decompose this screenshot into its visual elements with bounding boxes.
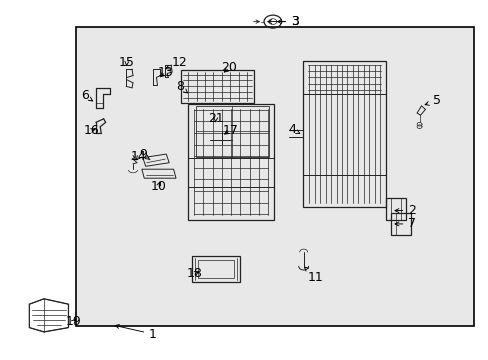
Text: 16: 16 (84, 124, 100, 137)
Text: 17: 17 (222, 124, 238, 137)
Text: 3: 3 (277, 15, 298, 28)
Text: 8: 8 (176, 80, 187, 93)
Text: 18: 18 (186, 267, 202, 280)
Text: 20: 20 (221, 61, 237, 74)
Text: 15: 15 (119, 56, 134, 69)
Text: 2: 2 (394, 204, 415, 217)
Text: 4: 4 (288, 123, 299, 136)
Text: 12: 12 (165, 56, 187, 69)
Text: 3: 3 (290, 15, 298, 28)
Text: 5: 5 (424, 94, 440, 107)
Text: 1: 1 (115, 324, 157, 341)
Bar (76, 27, 473, 326)
Text: 14: 14 (131, 150, 146, 163)
Text: 7: 7 (394, 217, 415, 230)
Text: 9: 9 (139, 148, 150, 161)
Text: 21: 21 (207, 112, 223, 125)
Text: 6: 6 (81, 89, 92, 102)
Text: 13: 13 (158, 66, 173, 78)
Text: 11: 11 (304, 267, 323, 284)
Text: 19: 19 (66, 315, 81, 328)
Text: 10: 10 (150, 180, 166, 193)
